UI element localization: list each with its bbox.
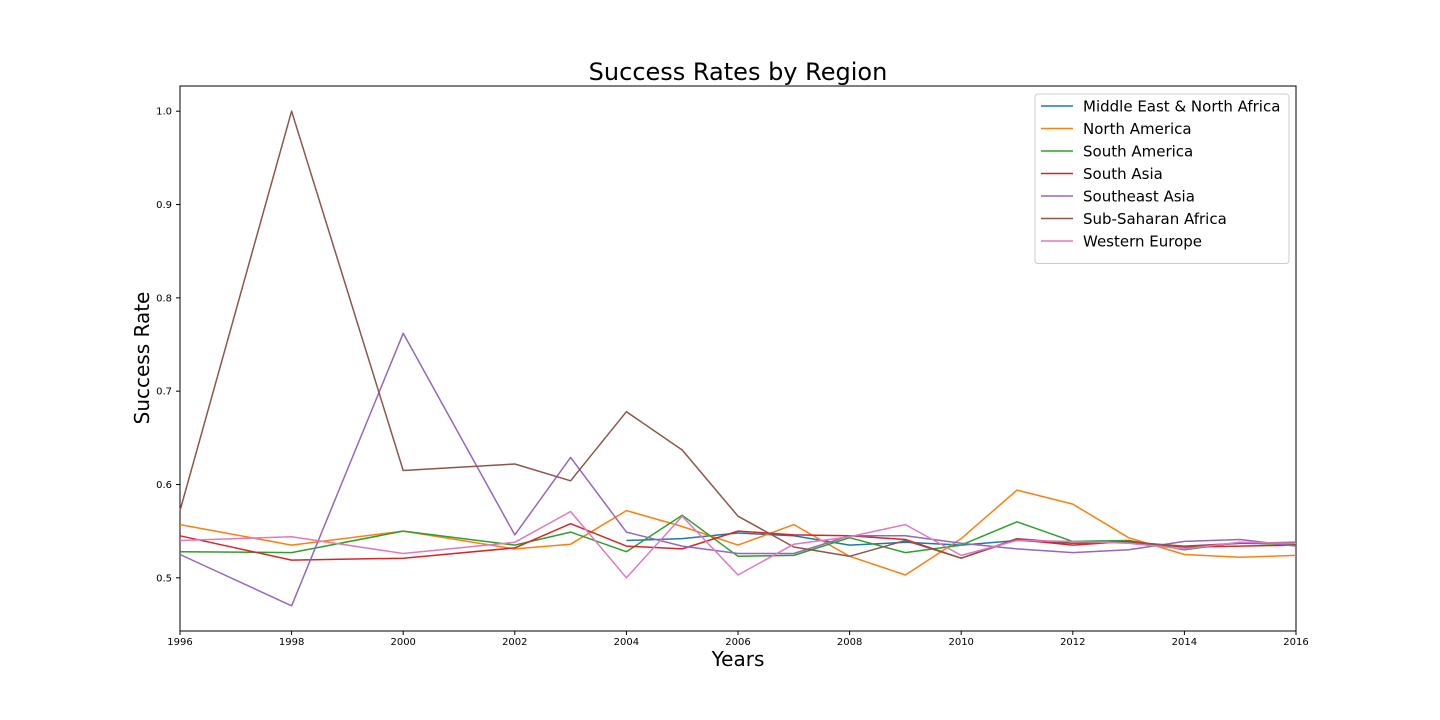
y-tick-label: 0.5: [156, 573, 172, 584]
x-tick-label: 2008: [837, 637, 862, 648]
legend-label-5: Sub-Saharan Africa: [1083, 210, 1227, 228]
series-line-4: [179, 332, 1297, 607]
x-tick-label: 2002: [502, 637, 527, 648]
x-tick-label: 1998: [279, 637, 304, 648]
legend-label-2: South America: [1083, 143, 1193, 161]
y-tick-label: 0.9: [156, 200, 172, 211]
y-tick-label: 0.6: [156, 480, 172, 491]
legend-label-1: North America: [1083, 120, 1192, 138]
y-axis-label: Success Rate: [130, 292, 154, 425]
chart-title: Success Rates by Region: [589, 58, 888, 86]
legend: Middle East & North Africa North America S…: [1034, 93, 1290, 264]
y-axis-ticks: 0.5 0.6 0.7 0.8 0.9 1.0: [156, 107, 180, 584]
plot-area: 1996 1998 2000 2002 2004 2006 2008 2010 2012 2014…: [156, 85, 1309, 648]
legend-box: [1034, 93, 1290, 264]
x-tick-label: 1996: [167, 637, 192, 648]
x-tick-label: 2004: [614, 637, 639, 648]
y-tick-label: 0.8: [156, 293, 172, 304]
x-tick-label: 2000: [390, 637, 415, 648]
legend-label-4: Southeast Asia: [1083, 188, 1195, 206]
x-axis-ticks: 1996 1998 2000 2002 2004 2006 2008 2010 2012 2014…: [167, 631, 1309, 648]
series-line-5: [179, 110, 1297, 559]
series-lines: [179, 110, 1297, 607]
x-tick-label: 2012: [1060, 637, 1085, 648]
legend-label-0: Middle East & North Africa: [1083, 98, 1280, 116]
series-line-6: [179, 510, 1297, 579]
y-tick-label: 1.0: [156, 107, 172, 118]
x-tick-label: 2010: [948, 637, 973, 648]
y-tick-label: 0.7: [156, 387, 172, 398]
legend-label-6: Western Europe: [1083, 233, 1202, 251]
legend-label-3: South Asia: [1083, 165, 1163, 183]
x-tick-label: 2006: [725, 637, 750, 648]
x-tick-label: 2014: [1172, 637, 1197, 648]
x-axis-label: Years: [711, 647, 765, 671]
x-tick-label: 2016: [1283, 637, 1308, 648]
